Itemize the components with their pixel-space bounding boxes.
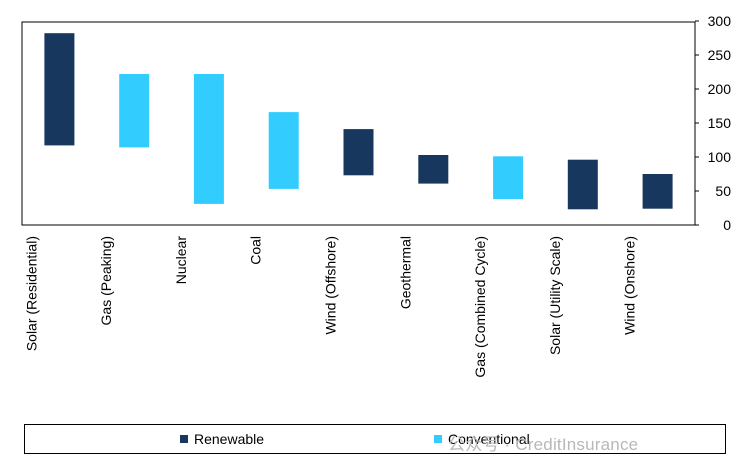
legend-swatch-renewable [180,435,188,443]
x-tick-label: Solar (Residential) [23,236,39,351]
x-tick-label: Nuclear [173,236,189,285]
bar-solar-residential [44,33,75,146]
legend-item-conventional: Conventional [434,431,530,447]
watermark: 公众号 · CreditInsurance [448,435,639,454]
chart: 0 50 100 150 200 250 300 Solar (Residential) Ga… [21,13,731,378]
bar-gas-peaking [119,74,150,148]
x-tick-label: Wind (Onshore) [622,236,638,335]
legend-swatch-conventional [434,435,442,443]
bar-geothermal [418,155,449,184]
y-tick-label: 50 [715,183,731,199]
y-tick-label: 250 [708,47,732,63]
bar-wind-offshore [343,129,374,176]
y-tick-label: 0 [723,217,731,233]
bar-gas-combined-cycle [493,156,524,200]
y-tick-label: 300 [708,13,732,29]
x-tick-label: Gas (Peaking) [98,236,114,325]
legend-item-renewable: Renewable [180,431,264,447]
legend-label-conventional: Conventional [448,431,530,447]
y-tick-label: 200 [708,81,732,97]
y-axis: 0 50 100 150 200 250 300 [695,13,731,233]
bar-wind-onshore [642,174,673,209]
legend-label-renewable: Renewable [194,431,265,447]
legend: Renewable Conventional [24,424,726,454]
x-tick-label: Wind (Offshore) [323,236,339,335]
x-tick-label: Gas (Combined Cycle) [472,236,488,378]
x-tick-label: Solar (Utility Scale) [547,236,563,355]
y-tick-label: 150 [708,115,732,131]
x-tick-label: Geothermal [397,236,413,309]
x-tick-label: Coal [248,236,264,265]
bar-nuclear [193,74,224,204]
bars-group [44,33,673,210]
x-axis-labels: Solar (Residential) Gas (Peaking) Nuclear C… [23,236,637,378]
bar-solar-utility-scale [567,159,598,210]
y-tick-label: 100 [708,149,732,165]
bar-coal [268,112,299,189]
